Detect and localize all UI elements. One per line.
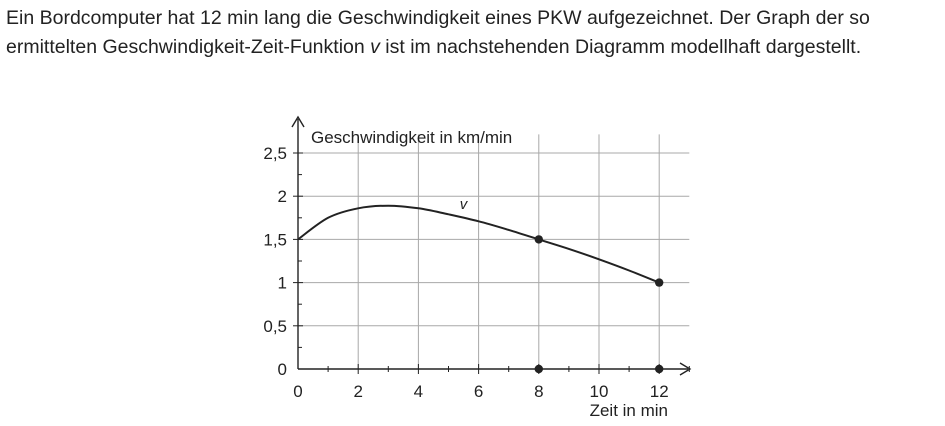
series-label-v: v [460,196,469,213]
y-tick-label-2_5: 2,5 [263,144,287,163]
x-tick-label-6: 6 [474,382,483,401]
marked-point-2 [534,364,543,374]
x-tick-label-0: 0 [293,382,302,401]
x-axis-label: Zeit in min [590,401,668,420]
marked-point-0 [534,235,543,244]
intro-text-part2: ist im nachstehenden Diagramm modellhaft… [379,36,862,58]
x-tick-label-12: 12 [650,382,669,401]
x-tick-label-10: 10 [590,382,609,401]
intro-function-var: v [370,36,380,58]
x-axis-arrow-icon [679,362,692,376]
y-axis-arrow-icon [291,115,305,128]
y-tick-label-1: 1 [278,274,287,293]
x-tick-label-8: 8 [534,382,543,401]
series-line-v [297,204,660,284]
x-tick-label-2: 2 [353,382,362,401]
y-tick-label-0: 0 [278,360,287,379]
y-tick-label-0_5: 0,5 [263,317,287,336]
marked-point-1 [655,278,664,287]
y-tick-label-2: 2 [278,187,287,206]
intro-text-part1: Ein Bordcomputer hat 12 min lang die Ges… [6,7,870,58]
y-axis-label: Geschwindigkeit in km/min [311,128,512,147]
marked-point-3 [655,364,664,374]
intro-text: Ein Bordcomputer hat 12 min lang die Ges… [6,4,936,62]
y-tick-label-1_5: 1,5 [263,230,287,249]
x-tick-label-4: 4 [414,382,423,401]
